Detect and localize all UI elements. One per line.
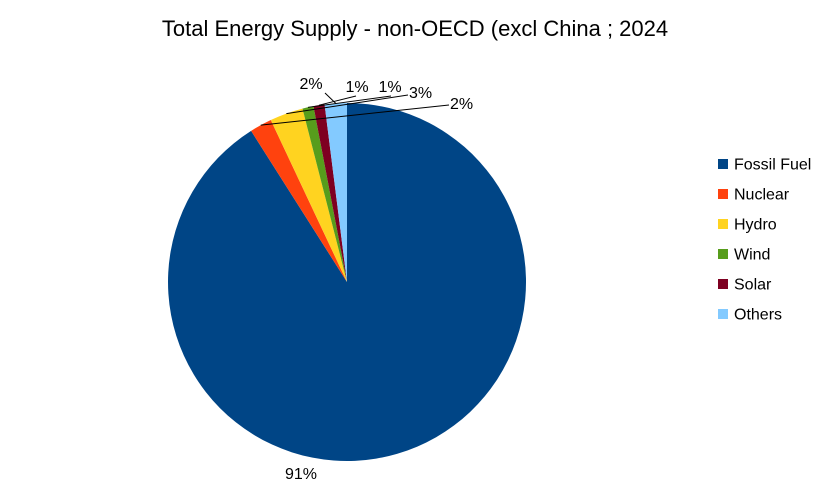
pie-slices <box>168 103 527 461</box>
legend-label-fossil-fuel: Fossil Fuel <box>734 157 811 174</box>
data-label-nuclear: 2% <box>450 96 473 113</box>
legend-swatch-hydro <box>718 219 728 229</box>
pie-slice-solar <box>313 104 347 282</box>
pie-slice-hydro <box>270 108 347 283</box>
leader-line-hydro <box>286 94 409 115</box>
data-label-others: 2% <box>299 76 322 93</box>
legend: Fossil Fuel Nuclear Hydro Wind Solar Others <box>718 157 811 324</box>
legend-swatch-nuclear <box>718 189 728 199</box>
legend-swatch-solar <box>718 279 728 289</box>
legend-label-solar: Solar <box>734 277 772 294</box>
data-label-solar: 1% <box>345 79 368 96</box>
data-label-hydro: 3% <box>409 85 432 102</box>
legend-swatch-others <box>718 309 728 319</box>
legend-label-nuclear: Nuclear <box>734 187 790 204</box>
legend-swatch-wind <box>718 249 728 259</box>
leader-line-others <box>324 92 337 104</box>
data-label-fossil-fuel: 91% <box>285 466 317 483</box>
leader-line-solar <box>318 95 357 106</box>
data-label-wind: 1% <box>378 79 401 96</box>
pie-slice-fossil-fuel <box>168 103 527 461</box>
pie-slice-nuclear <box>251 120 347 282</box>
leader-line-nuclear <box>260 104 450 126</box>
chart-title: Total Energy Supply - non-OECD (excl Chi… <box>162 16 668 41</box>
legend-swatch-fossil-fuel <box>718 159 728 169</box>
leader-line-wind <box>307 95 392 108</box>
legend-label-hydro: Hydro <box>734 217 777 234</box>
pie-slice-others <box>324 103 347 282</box>
legend-label-others: Others <box>734 307 782 324</box>
leader-lines <box>260 92 450 126</box>
pie-slice-wind <box>302 106 347 282</box>
data-labels: 91% 2% 3% 1% 1% 2% <box>285 76 473 483</box>
legend-label-wind: Wind <box>734 247 770 264</box>
